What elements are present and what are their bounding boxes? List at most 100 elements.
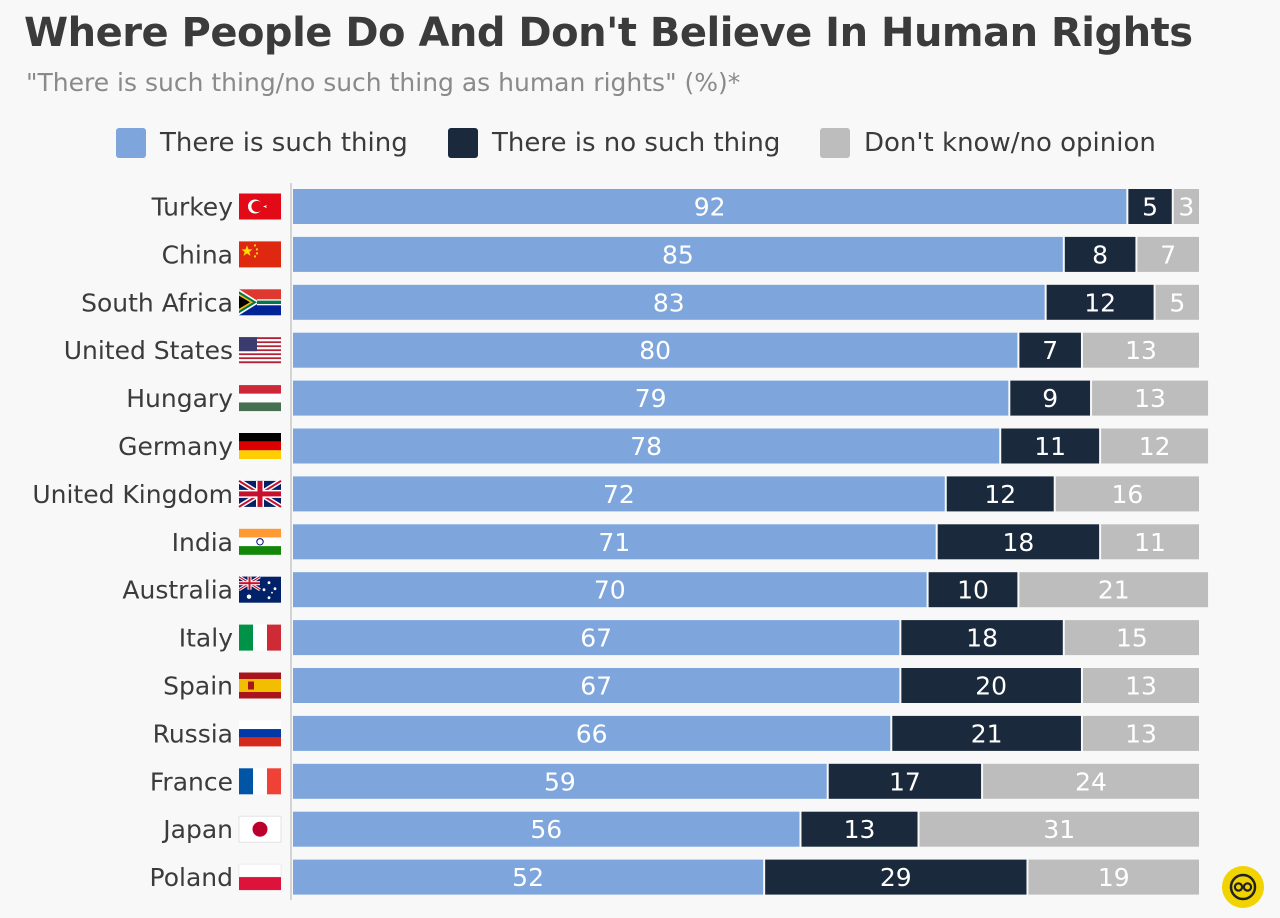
legend-swatch-dont-know bbox=[820, 128, 850, 158]
category-label-spain: Spain bbox=[163, 672, 233, 701]
bar-segment-spain-there-is-no-such-thing bbox=[901, 668, 1081, 703]
bar-segment-germany-there-is-such-thing bbox=[293, 428, 1000, 464]
bar-segment-united-kingdom-don-t-know-no-opinion bbox=[1055, 476, 1199, 512]
data-label-hungary-don-t-know-no-opinion: 13 bbox=[1134, 384, 1166, 413]
legend: There is such thing There is no such thi… bbox=[0, 128, 1280, 168]
data-label-india-there-is-no-such-thing: 18 bbox=[1002, 528, 1034, 557]
bar-segment-russia-there-is-such-thing bbox=[293, 715, 891, 751]
bar-segment-japan-there-is-no-such-thing bbox=[801, 811, 918, 847]
category-label-japan: Japan bbox=[161, 815, 233, 844]
data-label-india-there-is-such-thing: 71 bbox=[598, 528, 630, 557]
data-label-spain-there-is-such-thing: 67 bbox=[580, 672, 612, 701]
data-label-france-there-is-such-thing: 59 bbox=[544, 767, 576, 796]
bar-segment-italy-there-is-no-such-thing bbox=[901, 620, 1063, 656]
bar-segment-south-africa-there-is-no-such-thing bbox=[1046, 284, 1154, 320]
italy-flag-icon bbox=[239, 624, 281, 651]
data-label-united-states-there-is-such-thing: 80 bbox=[639, 336, 671, 365]
bar-segment-italy-there-is-such-thing bbox=[293, 620, 900, 656]
bar-segment-russia-there-is-no-such-thing bbox=[892, 715, 1081, 751]
united-kingdom-flag-icon bbox=[237, 478, 283, 510]
data-label-poland-there-is-no-such-thing: 29 bbox=[880, 863, 912, 892]
category-label-united-kingdom: United Kingdom bbox=[32, 480, 233, 509]
spain-flag-icon bbox=[239, 672, 281, 699]
legend-label-dont-know: Don't know/no opinion bbox=[864, 128, 1156, 158]
data-label-russia-there-is-such-thing: 66 bbox=[576, 719, 608, 748]
statista-logo-glyph-icon bbox=[1229, 873, 1257, 901]
data-label-poland-there-is-such-thing: 52 bbox=[512, 863, 544, 892]
bar-row-india: India 71 18 11 bbox=[172, 524, 1199, 560]
china-flag-icon bbox=[239, 241, 281, 268]
category-label-poland: Poland bbox=[150, 863, 233, 892]
bar-segment-turkey-don-t-know-no-opinion bbox=[1173, 189, 1199, 224]
india-flag-icon bbox=[239, 528, 281, 555]
bar-row-turkey: Turkey 92 5 3 bbox=[151, 189, 1199, 224]
bar-row-china: China 85 8 7 bbox=[162, 236, 1199, 272]
data-label-hungary-there-is-such-thing: 79 bbox=[635, 384, 667, 413]
japan-flag-icon bbox=[238, 815, 282, 843]
data-label-japan-there-is-no-such-thing: 13 bbox=[844, 815, 876, 844]
united-states-flag-icon bbox=[239, 337, 281, 364]
bar-segment-south-africa-there-is-such-thing bbox=[293, 284, 1045, 320]
bar-segment-india-don-t-know-no-opinion bbox=[1101, 524, 1199, 560]
bar-segment-united-states-there-is-such-thing bbox=[293, 332, 1018, 368]
bar-segment-turkey-there-is-such-thing bbox=[293, 189, 1127, 224]
statista-logo-icon bbox=[1222, 866, 1264, 908]
bar-segment-south-africa-don-t-know-no-opinion bbox=[1155, 284, 1199, 320]
bar-segment-united-states-don-t-know-no-opinion bbox=[1082, 332, 1199, 368]
bar-row-south-africa: South Africa 83 12 5 bbox=[81, 284, 1199, 320]
bar-segment-france-there-is-no-such-thing bbox=[828, 763, 982, 799]
data-label-united-states-don-t-know-no-opinion: 13 bbox=[1125, 336, 1157, 365]
chart-title: Where People Do And Don't Believe In Hum… bbox=[24, 10, 1193, 56]
bar-row-poland: Poland 52 29 19 bbox=[150, 859, 1199, 895]
bar-segment-spain-there-is-such-thing bbox=[293, 668, 900, 703]
bar-segment-poland-there-is-such-thing bbox=[293, 859, 764, 895]
data-label-united-states-there-is-no-such-thing: 7 bbox=[1042, 336, 1058, 365]
data-label-spain-don-t-know-no-opinion: 13 bbox=[1125, 672, 1157, 701]
bar-segment-united-kingdom-there-is-such-thing bbox=[293, 476, 945, 512]
legend-item-dont-know: Don't know/no opinion bbox=[820, 128, 1156, 158]
bar-segment-turkey-there-is-no-such-thing bbox=[1128, 189, 1172, 224]
category-label-south-africa: South Africa bbox=[81, 288, 233, 317]
data-label-germany-there-is-no-such-thing: 11 bbox=[1034, 432, 1066, 461]
data-label-south-africa-don-t-know-no-opinion: 5 bbox=[1169, 288, 1185, 317]
data-label-china-don-t-know-no-opinion: 7 bbox=[1160, 240, 1176, 269]
bar-segment-poland-don-t-know-no-opinion bbox=[1028, 859, 1199, 895]
germany-flag-icon bbox=[239, 433, 281, 459]
data-label-turkey-there-is-no-such-thing: 5 bbox=[1142, 193, 1158, 222]
category-label-india: India bbox=[172, 528, 233, 557]
bar-segment-united-states-there-is-no-such-thing bbox=[1019, 332, 1081, 368]
bar-segment-spain-don-t-know-no-opinion bbox=[1082, 668, 1199, 703]
data-label-spain-there-is-no-such-thing: 20 bbox=[975, 672, 1007, 701]
legend-item-no-such-thing: There is no such thing bbox=[448, 128, 780, 158]
data-label-australia-don-t-know-no-opinion: 21 bbox=[1098, 576, 1130, 605]
bar-row-france: France 59 17 24 bbox=[150, 763, 1199, 799]
bar-segment-hungary-there-is-no-such-thing bbox=[1010, 380, 1091, 416]
hungary-flag-icon bbox=[239, 385, 281, 412]
bar-row-italy: Italy 67 18 15 bbox=[179, 620, 1199, 656]
data-label-china-there-is-no-such-thing: 8 bbox=[1092, 240, 1108, 269]
bar-row-australia: Australia 70 10 21 bbox=[122, 572, 1209, 608]
legend-swatch-no-such-thing bbox=[448, 128, 478, 158]
category-label-hungary: Hungary bbox=[126, 384, 233, 413]
chart-subtitle: "There is such thing/no such thing as hu… bbox=[26, 68, 741, 97]
data-label-france-don-t-know-no-opinion: 24 bbox=[1075, 767, 1107, 796]
bar-row-spain: Spain 67 20 13 bbox=[163, 668, 1199, 703]
russia-flag-icon bbox=[239, 720, 281, 747]
bar-segment-hungary-don-t-know-no-opinion bbox=[1092, 380, 1209, 416]
data-label-united-kingdom-there-is-such-thing: 72 bbox=[603, 480, 635, 509]
data-label-australia-there-is-no-such-thing: 10 bbox=[957, 576, 989, 605]
data-label-germany-don-t-know-no-opinion: 12 bbox=[1139, 432, 1171, 461]
data-label-united-kingdom-there-is-no-such-thing: 12 bbox=[984, 480, 1016, 509]
data-label-russia-there-is-no-such-thing: 21 bbox=[971, 719, 1003, 748]
bar-segment-australia-there-is-no-such-thing bbox=[928, 572, 1018, 608]
data-label-india-don-t-know-no-opinion: 11 bbox=[1134, 528, 1166, 557]
bar-segment-india-there-is-no-such-thing bbox=[937, 524, 1100, 560]
bar-row-hungary: Hungary 79 9 13 bbox=[126, 380, 1209, 416]
bar-row-germany: Germany 78 11 12 bbox=[118, 428, 1209, 464]
bar-segment-germany-there-is-no-such-thing bbox=[1001, 428, 1100, 464]
bar-segment-australia-there-is-such-thing bbox=[293, 572, 927, 608]
bar-segment-japan-don-t-know-no-opinion bbox=[919, 811, 1199, 847]
data-label-russia-don-t-know-no-opinion: 13 bbox=[1125, 719, 1157, 748]
data-label-south-africa-there-is-no-such-thing: 12 bbox=[1084, 288, 1116, 317]
